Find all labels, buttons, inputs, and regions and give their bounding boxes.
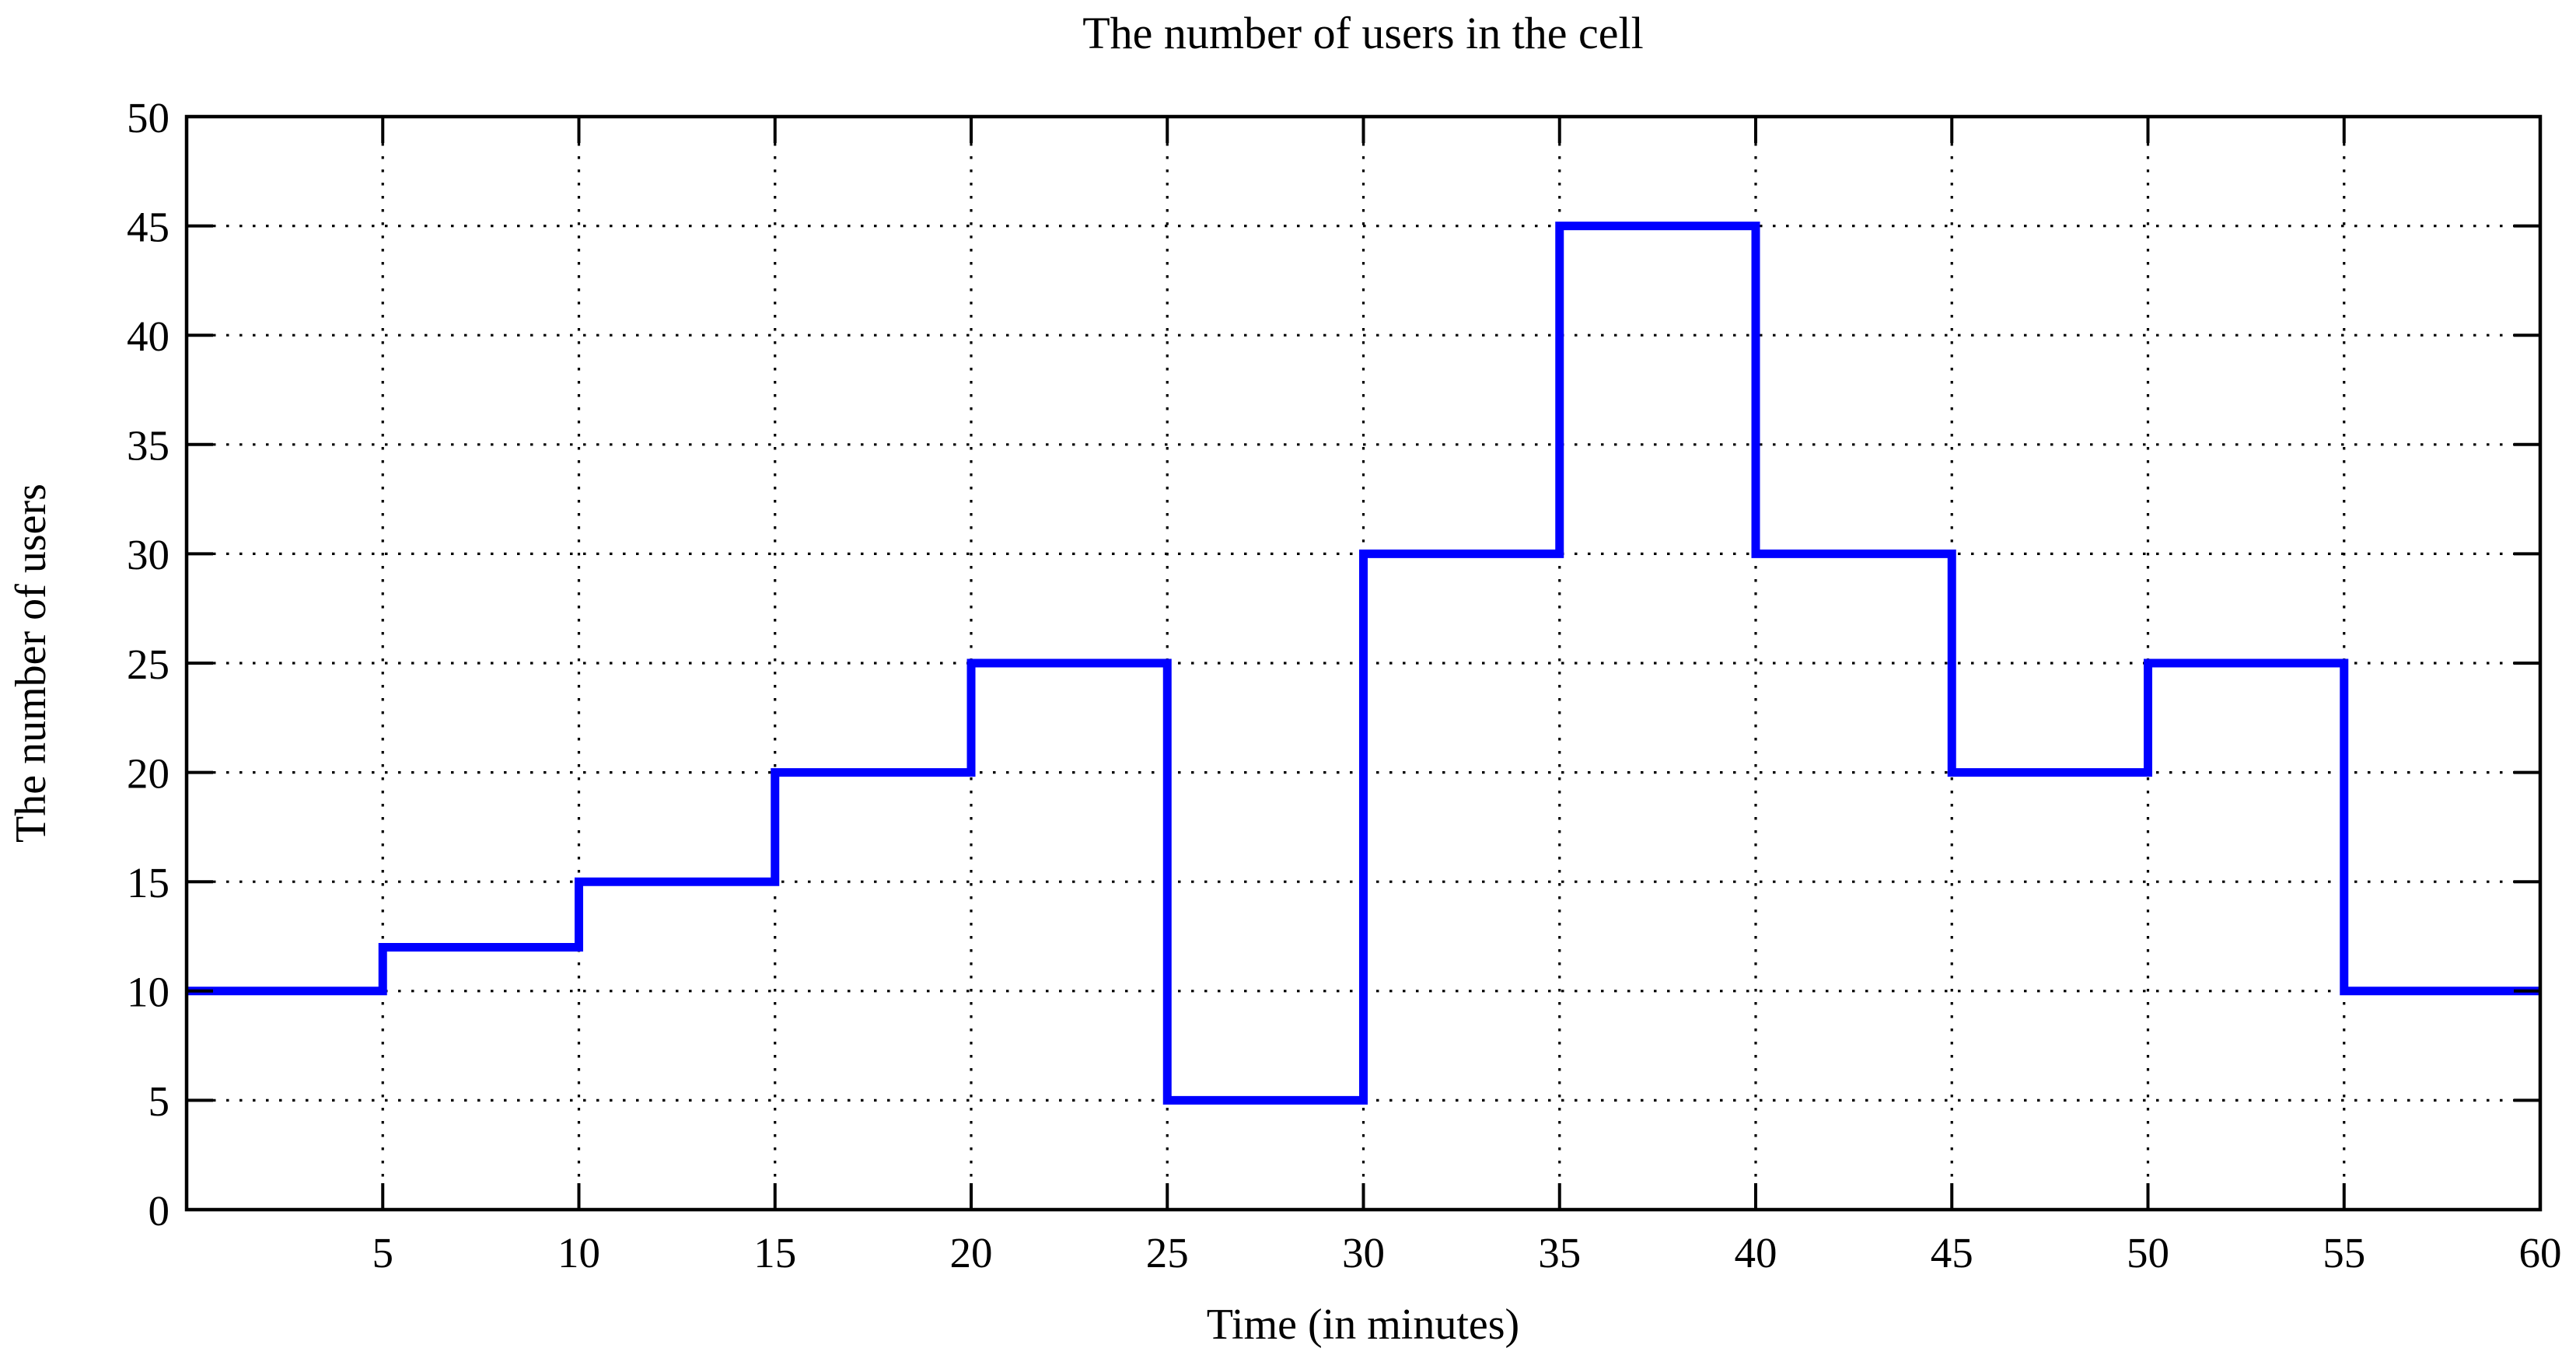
x-tick-label: 60 xyxy=(2519,1229,2562,1276)
tick-marks xyxy=(187,115,2542,1211)
y-tick-label: 10 xyxy=(127,969,170,1016)
y-tick-label: 45 xyxy=(127,203,170,250)
x-tick-label: 30 xyxy=(1342,1229,1385,1276)
y-tick-label: 30 xyxy=(127,531,170,578)
x-tick-label: 35 xyxy=(1538,1229,1581,1276)
x-tick-label: 10 xyxy=(557,1229,600,1276)
x-tick-label: 20 xyxy=(950,1229,993,1276)
y-tick-label: 25 xyxy=(127,641,170,688)
x-tick-label: 25 xyxy=(1146,1229,1189,1276)
y-tick-label: 0 xyxy=(149,1187,170,1235)
x-tick-label: 45 xyxy=(1931,1229,1973,1276)
x-tick-label: 40 xyxy=(1735,1229,1777,1276)
y-tick-label: 35 xyxy=(127,422,170,470)
y-tick-label: 50 xyxy=(127,94,170,141)
x-tick-label: 15 xyxy=(753,1229,796,1276)
x-tick-label: 55 xyxy=(2323,1229,2365,1276)
y-tick-label: 40 xyxy=(127,313,170,360)
x-tick-label: 50 xyxy=(2127,1229,2169,1276)
y-tick-label: 15 xyxy=(127,859,170,906)
x-axis-label: Time (in minutes) xyxy=(1207,1301,1519,1349)
y-tick-label: 5 xyxy=(149,1077,170,1125)
y-axis-label: The number of users xyxy=(7,484,55,843)
y-tick-label: 20 xyxy=(127,749,170,797)
series-step-line xyxy=(187,222,2540,1105)
chart-title: The number of users in the cell xyxy=(1082,8,1644,58)
y-tick-labels: 0 5 10 15 20 25 30 35 40 45 50 xyxy=(127,94,170,1235)
x-tick-label: 5 xyxy=(372,1229,394,1276)
users-step-line xyxy=(187,222,2540,1105)
x-tick-labels: 5 10 15 20 25 30 35 40 45 50 55 60 xyxy=(372,1229,2562,1276)
